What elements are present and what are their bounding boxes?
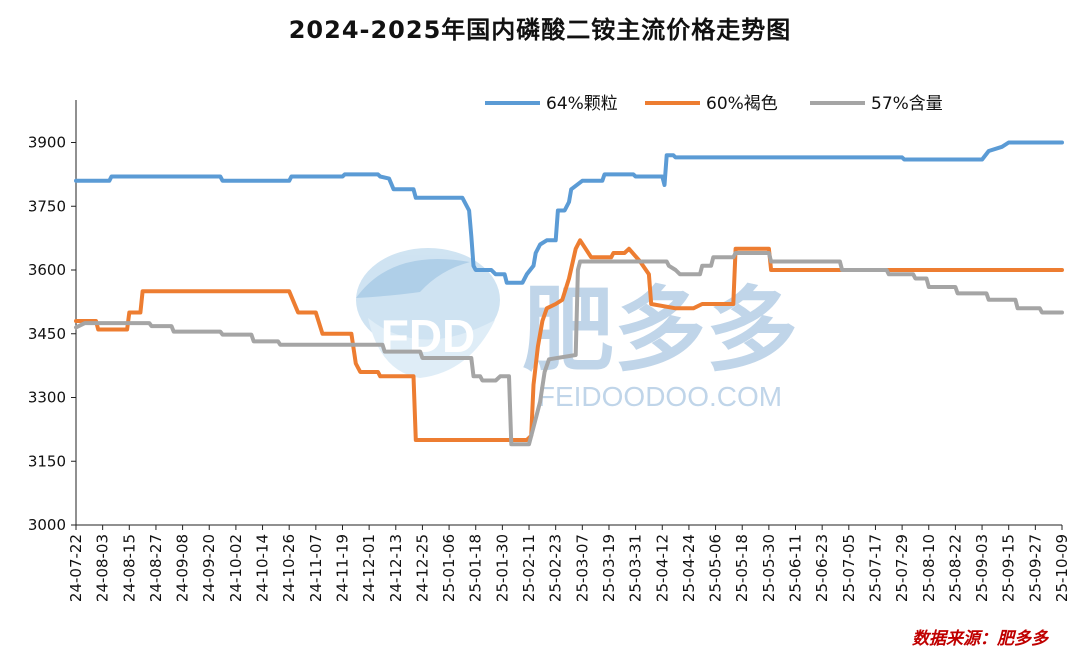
x-tick-label: 25-09-03 <box>973 534 991 602</box>
y-tick-label: 3450 <box>28 325 66 343</box>
y-tick-label: 3150 <box>28 452 66 470</box>
y-tick-label: 3600 <box>28 261 66 279</box>
watermark-brand: 肥多多 <box>522 277 798 384</box>
legend-label: 57%含量 <box>871 94 943 114</box>
x-tick-label: 25-09-15 <box>1000 534 1018 602</box>
x-tick-label: 25-05-30 <box>760 534 778 602</box>
legend-label: 64%颗粒 <box>546 94 618 114</box>
x-tick-label: 25-10-09 <box>1053 534 1071 602</box>
y-tick-label: 3750 <box>28 197 66 215</box>
x-tick-label: 25-07-29 <box>893 534 911 602</box>
x-tick-label: 24-10-14 <box>254 534 272 602</box>
x-tick-label: 25-08-22 <box>946 534 964 602</box>
x-tick-label: 25-03-19 <box>600 534 618 602</box>
x-tick-label: 24-07-22 <box>67 534 85 602</box>
x-tick-label: 25-02-11 <box>520 534 538 602</box>
series-layer <box>74 140 1064 447</box>
y-tick-label: 3000 <box>28 516 66 534</box>
y-tick-label: 3900 <box>28 134 66 152</box>
x-tick-label: 24-12-01 <box>360 534 378 602</box>
series-line-57%含量 <box>74 251 1064 447</box>
source-note: 数据来源：肥多多 <box>912 629 1048 649</box>
watermark-logo-text: FDD <box>381 310 476 362</box>
x-tick-label: 25-06-11 <box>787 534 805 602</box>
x-tick-label: 25-08-10 <box>920 534 938 602</box>
x-tick-label: 24-08-27 <box>147 534 165 602</box>
x-tick-label: 24-11-19 <box>333 534 351 602</box>
x-tick-label: 24-08-15 <box>120 534 138 602</box>
series-line-64%颗粒 <box>74 140 1064 285</box>
x-tick-label: 25-07-17 <box>866 534 884 602</box>
x-tick-label: 25-05-18 <box>733 534 751 602</box>
x-tick-label: 25-01-18 <box>467 534 485 602</box>
x-tick-label: 24-11-07 <box>307 534 325 602</box>
x-tick-label: 25-01-30 <box>493 534 511 602</box>
x-tick-label: 25-04-12 <box>653 534 671 602</box>
watermark-logo: FDD <box>356 248 500 378</box>
x-tick-label: 25-03-07 <box>573 534 591 602</box>
x-tick-label: 25-05-06 <box>707 534 725 602</box>
chart-title: 2024-2025年国内磷酸二铵主流价格走势图 <box>288 16 792 44</box>
x-tick-label: 25-09-27 <box>1026 534 1044 602</box>
x-tick-label: 24-10-26 <box>280 534 298 602</box>
x-tick-label: 24-09-08 <box>174 534 192 602</box>
x-tick-label: 24-09-20 <box>200 534 218 602</box>
x-tick-label: 25-06-23 <box>813 534 831 602</box>
legend-label: 60%褐色 <box>706 94 778 114</box>
x-tick-label: 25-01-06 <box>440 534 458 602</box>
y-tick-label: 3300 <box>28 389 66 407</box>
x-tick-label: 25-07-05 <box>840 534 858 602</box>
x-tick-label: 24-12-25 <box>413 534 431 602</box>
x-tick-label: 24-12-13 <box>387 534 405 602</box>
x-tick-label: 25-04-24 <box>680 534 698 602</box>
watermark-url: FEIDOODOO.COM <box>538 381 782 412</box>
legend: 64%颗粒 60%褐色 57%含量 <box>485 94 943 114</box>
x-tick-label: 25-02-23 <box>547 534 565 602</box>
watermark: FDD 肥多多 FEIDOODOO.COM <box>356 248 798 412</box>
axes: 3000 3150 3300 3450 3600 3750 3900 24-07-22 24-0… <box>28 100 1071 602</box>
x-tick-label: 24-08-03 <box>94 534 112 602</box>
series-line-60%褐色 <box>74 238 1064 442</box>
x-tick-label: 25-03-31 <box>627 534 645 602</box>
x-tick-label: 24-10-02 <box>227 534 245 602</box>
